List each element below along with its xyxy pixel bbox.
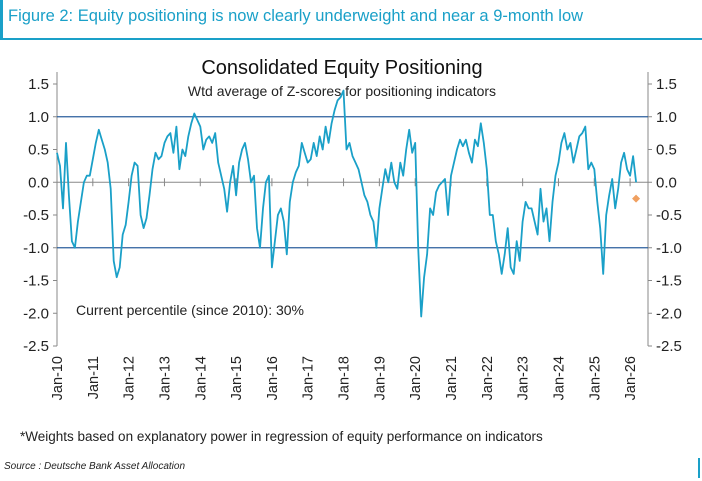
y-tick-label-left: 0.5 — [28, 142, 49, 159]
x-tick-label: Jan-11 — [86, 356, 102, 399]
y-tick-label-right: 0.5 — [656, 142, 677, 159]
y-tick-label-left: -0.5 — [23, 207, 49, 224]
y-tick-label-left: 1.5 — [28, 76, 49, 93]
x-tick-label: Jan-10 — [50, 356, 66, 400]
x-tick-label: Jan-21 — [444, 356, 460, 400]
x-tick-label: Jan-15 — [229, 356, 245, 400]
x-tick-label: Jan-18 — [337, 356, 353, 400]
series-line-0 — [56, 89, 637, 318]
y-tick-label-left: -2.5 — [23, 338, 49, 355]
y-tick-label-right: -0.5 — [656, 207, 682, 224]
title-rule — [0, 38, 702, 40]
figure-title: Figure 2: Equity positioning is now clea… — [8, 7, 584, 25]
y-tick-label-right: 1.5 — [656, 76, 677, 93]
x-tick-label: Jan-12 — [122, 356, 138, 400]
x-tick-label: Jan-20 — [408, 356, 424, 400]
x-tick-label: Jan-17 — [301, 356, 317, 400]
corner-accent-bar — [698, 458, 700, 478]
current-value-marker — [632, 194, 641, 203]
source-note: Source : Deutsche Bank Asset Allocation — [4, 461, 186, 472]
x-tick-label: Jan-13 — [157, 356, 173, 400]
x-tick-label: Jan-25 — [587, 356, 603, 400]
y-tick-label-right: -1.0 — [656, 240, 682, 257]
title-accent-bar — [0, 0, 3, 40]
y-tick-label-right: 1.0 — [656, 109, 677, 126]
x-tick-label: Jan-23 — [516, 356, 532, 400]
y-tick-label-right: -1.5 — [656, 273, 682, 290]
y-tick-label-right: -2.5 — [656, 338, 682, 355]
x-tick-label: Jan-22 — [480, 356, 496, 400]
percentile-annotation: Current percentile (since 2010): 30% — [76, 302, 304, 318]
y-tick-label-right: -2.0 — [656, 305, 682, 322]
chart-subtitle: Wtd average of Z-scores for positioning … — [188, 83, 496, 99]
x-tick-label: Jan-19 — [372, 356, 388, 400]
y-tick-label-right: 0.0 — [656, 174, 677, 191]
x-tick-label: Jan-26 — [623, 356, 639, 400]
chart-title: Consolidated Equity Positioning — [201, 57, 482, 79]
x-tick-label: Jan-24 — [551, 356, 567, 400]
equity-positioning-chart: Consolidated Equity Positioning Wtd aver… — [23, 57, 682, 400]
y-tick-label-left: -1.5 — [23, 273, 49, 290]
y-tick-label-left: -2.0 — [23, 305, 49, 322]
y-tick-label-left: 0.0 — [28, 174, 49, 191]
x-tick-label: Jan-16 — [265, 356, 281, 400]
footnote: *Weights based on explanatory power in r… — [20, 429, 543, 444]
y-tick-label-left: -1.0 — [23, 240, 49, 257]
y-tick-label-left: 1.0 — [28, 109, 49, 126]
x-tick-label: Jan-14 — [193, 356, 209, 400]
